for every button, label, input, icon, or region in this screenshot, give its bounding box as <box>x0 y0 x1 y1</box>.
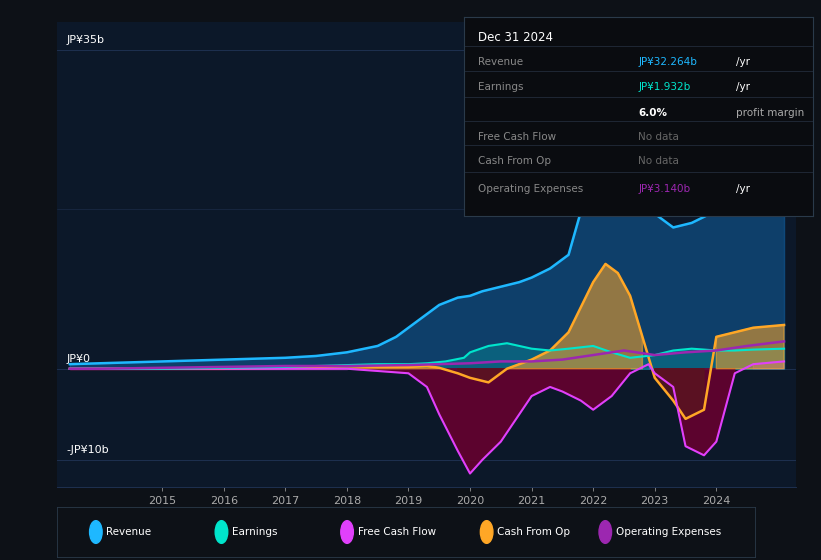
Text: profit margin: profit margin <box>736 108 805 118</box>
Text: /yr: /yr <box>736 82 750 92</box>
Text: Operating Expenses: Operating Expenses <box>478 184 583 194</box>
Ellipse shape <box>215 521 227 543</box>
Ellipse shape <box>89 521 102 543</box>
Text: Free Cash Flow: Free Cash Flow <box>478 132 556 142</box>
Text: Earnings: Earnings <box>478 82 523 92</box>
Text: JP¥35b: JP¥35b <box>67 35 105 45</box>
Ellipse shape <box>341 521 353 543</box>
Text: JP¥32.264b: JP¥32.264b <box>639 57 697 67</box>
Text: JP¥1.932b: JP¥1.932b <box>639 82 690 92</box>
Text: No data: No data <box>639 156 679 166</box>
Text: Revenue: Revenue <box>107 527 151 537</box>
Text: Cash From Op: Cash From Op <box>498 527 570 537</box>
Text: Cash From Op: Cash From Op <box>478 156 551 166</box>
Text: Operating Expenses: Operating Expenses <box>616 527 721 537</box>
Ellipse shape <box>480 521 493 543</box>
Text: Dec 31 2024: Dec 31 2024 <box>478 31 553 44</box>
Text: No data: No data <box>639 132 679 142</box>
Ellipse shape <box>599 521 612 543</box>
Text: -JP¥10b: -JP¥10b <box>67 445 109 455</box>
Text: JP¥0: JP¥0 <box>67 354 90 364</box>
Text: 6.0%: 6.0% <box>639 108 667 118</box>
Text: /yr: /yr <box>736 184 750 194</box>
Text: Free Cash Flow: Free Cash Flow <box>358 527 436 537</box>
Text: Revenue: Revenue <box>478 57 523 67</box>
Text: /yr: /yr <box>736 57 750 67</box>
Text: JP¥3.140b: JP¥3.140b <box>639 184 690 194</box>
Text: Earnings: Earnings <box>232 527 277 537</box>
